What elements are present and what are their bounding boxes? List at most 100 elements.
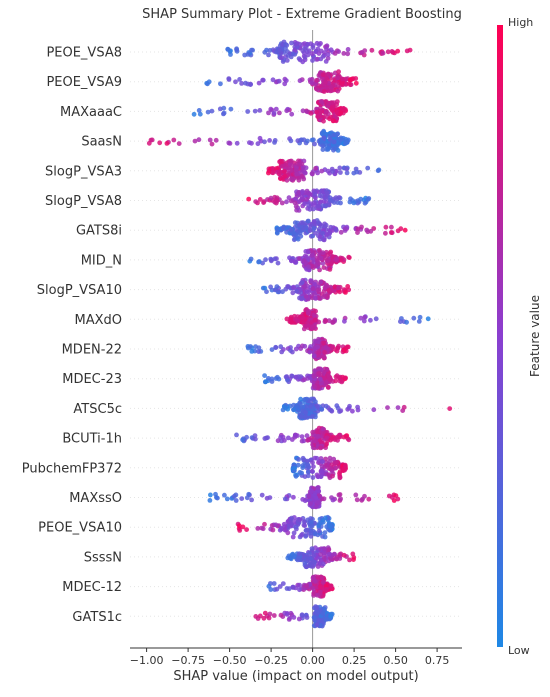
shap-point xyxy=(328,106,334,111)
shap-point xyxy=(304,615,310,620)
shap-point xyxy=(311,219,317,224)
x-tick-label: −0.50 xyxy=(213,654,247,667)
feature-label: MAXssO xyxy=(69,491,122,506)
shap-point xyxy=(317,113,322,119)
shap-point xyxy=(300,189,305,194)
shap-point xyxy=(368,228,374,234)
shap-point xyxy=(331,118,336,123)
shap-point xyxy=(326,101,331,107)
shap-point xyxy=(304,289,310,294)
shap-point xyxy=(253,199,259,205)
shap-point xyxy=(326,80,332,86)
shap-point xyxy=(338,229,344,235)
shap-point xyxy=(407,47,413,53)
shap-point xyxy=(302,397,307,402)
shap-point xyxy=(290,584,296,590)
shap-point xyxy=(283,42,288,47)
shap-point xyxy=(285,53,291,58)
shap-point xyxy=(341,552,347,558)
shap-point xyxy=(366,496,372,502)
shap-point xyxy=(299,470,304,476)
shap-point xyxy=(344,139,350,145)
shap-point xyxy=(303,323,308,329)
shap-point xyxy=(307,550,312,556)
shap-point xyxy=(280,225,286,231)
shap-point xyxy=(330,473,335,479)
shap-point xyxy=(314,472,320,478)
shap-point xyxy=(262,139,267,145)
shap-point xyxy=(323,380,329,386)
shap-point xyxy=(411,315,417,321)
shap-point xyxy=(293,346,299,352)
shap-point xyxy=(302,377,307,382)
shap-point xyxy=(314,77,320,83)
shap-point xyxy=(298,414,304,420)
shap-point xyxy=(314,592,320,598)
shap-point xyxy=(284,58,290,63)
shap-point xyxy=(266,52,271,58)
shap-point xyxy=(359,224,364,230)
shap-point xyxy=(286,617,292,622)
shap-point xyxy=(262,521,267,527)
shap-point xyxy=(320,517,326,523)
shap-point xyxy=(233,79,238,85)
shap-point xyxy=(306,203,312,209)
shap-point xyxy=(311,226,317,231)
shap-point xyxy=(274,166,279,171)
shap-point xyxy=(226,77,232,82)
shap-point xyxy=(337,289,343,295)
shap-point xyxy=(331,139,337,145)
shap-point xyxy=(313,504,319,510)
shap-point xyxy=(245,52,251,57)
shap-point xyxy=(310,324,316,330)
shap-point xyxy=(313,495,319,501)
shap-point xyxy=(326,551,332,557)
shap-point xyxy=(269,523,275,528)
shap-point xyxy=(320,143,325,149)
shap-point xyxy=(364,227,370,233)
shap-point xyxy=(447,406,453,411)
shap-point xyxy=(240,437,246,443)
shap-point xyxy=(315,203,321,209)
shap-point xyxy=(310,286,316,292)
shap-point xyxy=(297,57,303,63)
shap-point xyxy=(320,260,326,266)
shap-point xyxy=(272,256,278,262)
shap-point xyxy=(293,473,299,479)
shap-point xyxy=(305,462,311,468)
shap-point xyxy=(311,614,317,620)
shap-point xyxy=(383,224,389,230)
feature-row: MDEC-12 xyxy=(62,574,462,599)
shap-point xyxy=(346,437,352,443)
shap-point xyxy=(239,496,245,501)
shap-point xyxy=(298,396,303,402)
shap-point xyxy=(192,138,198,144)
shap-point xyxy=(334,196,340,202)
shap-point xyxy=(291,284,296,290)
shap-point xyxy=(308,404,313,409)
shap-point xyxy=(262,285,268,291)
shap-point xyxy=(264,289,269,295)
feature-row: ATSC5c xyxy=(73,396,462,421)
shap-point xyxy=(338,137,343,143)
shap-point xyxy=(311,353,317,359)
shap-point xyxy=(240,524,246,530)
shap-point xyxy=(305,458,310,464)
shap-point xyxy=(323,255,328,261)
shap-point xyxy=(239,81,245,86)
shap-point xyxy=(327,267,333,272)
shap-point xyxy=(282,496,288,502)
shap-point xyxy=(318,380,324,386)
feature-rows: PEOE_VSA8 PEOE_VSA9 MAXaaaC SaasN SlogP_VSA3… xyxy=(22,30,462,648)
shap-point xyxy=(322,534,328,540)
shap-point xyxy=(311,438,317,444)
shap-point xyxy=(297,401,303,406)
shap-point xyxy=(315,434,321,439)
shap-point xyxy=(303,410,309,415)
shap-point xyxy=(329,288,335,294)
shap-point xyxy=(327,137,333,142)
shap-point xyxy=(297,295,302,301)
shap-point xyxy=(234,47,240,53)
shap-point xyxy=(279,200,285,206)
shap-point xyxy=(340,106,346,112)
